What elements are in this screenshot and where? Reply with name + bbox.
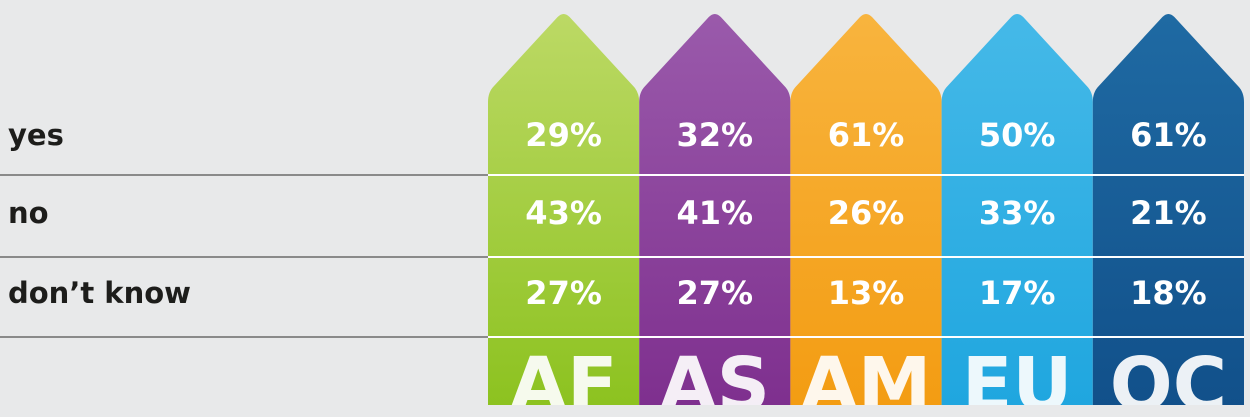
column-code: EU	[962, 342, 1073, 417]
row-label: no	[8, 196, 49, 230]
cell-value: 18%	[1130, 274, 1207, 312]
column-code: OC	[1110, 342, 1227, 417]
cell-value: 21%	[1130, 194, 1207, 232]
cell-value: 17%	[979, 274, 1056, 312]
cell-value: 61%	[828, 116, 905, 154]
column-arrow	[488, 14, 640, 405]
cell-value: 27%	[677, 274, 754, 312]
cell-value: 33%	[979, 194, 1056, 232]
cell-value: 50%	[979, 116, 1056, 154]
column-code: AM	[801, 342, 932, 417]
cell-value: 43%	[525, 194, 602, 232]
cell-value: 29%	[525, 116, 602, 154]
cell-value: 26%	[828, 194, 905, 232]
cell-value: 13%	[828, 274, 905, 312]
cell-value: 61%	[1130, 116, 1207, 154]
row-label: don’t know	[8, 276, 191, 310]
row-label: yes	[8, 118, 64, 152]
column-arrow	[639, 14, 791, 405]
cell-value: 41%	[677, 194, 754, 232]
column-code: AS	[660, 342, 771, 417]
cell-value: 32%	[677, 116, 754, 154]
column-arrow	[1092, 14, 1244, 405]
column-code: AF	[510, 342, 618, 417]
column-arrow	[790, 14, 942, 405]
column-arrow	[941, 14, 1093, 405]
cell-value: 27%	[525, 274, 602, 312]
